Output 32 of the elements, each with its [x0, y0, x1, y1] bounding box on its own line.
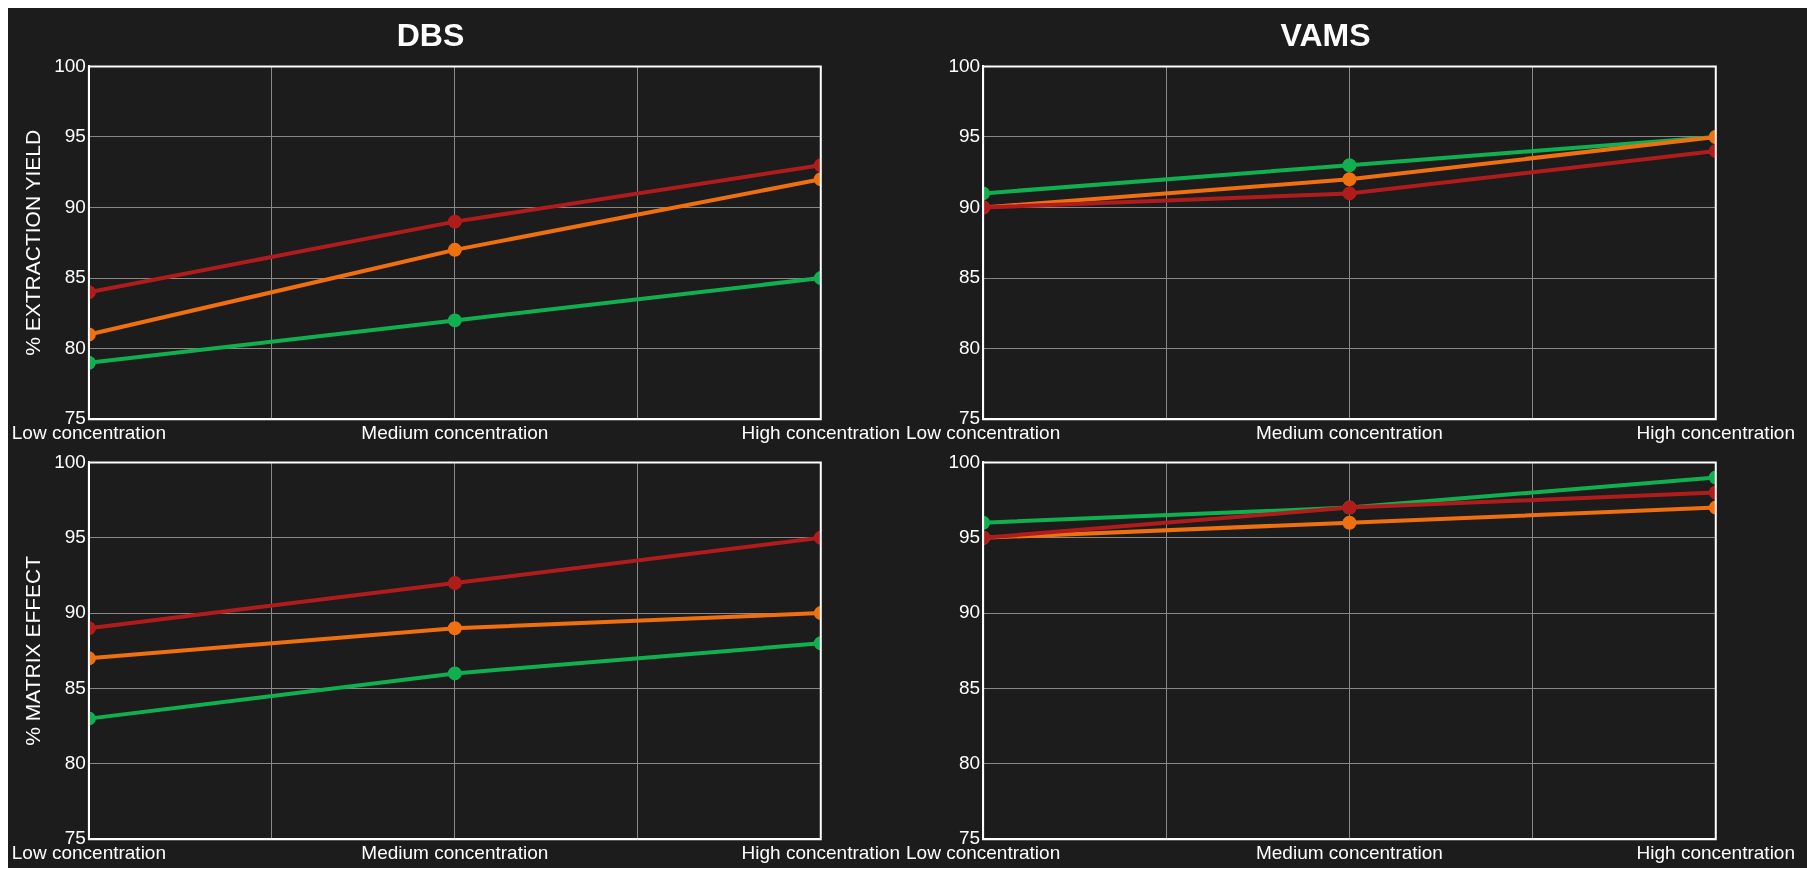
- y-tick-label: 85: [958, 676, 981, 698]
- x-tick-label: Medium concentration: [361, 421, 549, 443]
- x-tick-label: High concentration: [741, 421, 900, 443]
- y-tick-label: 90: [64, 601, 86, 623]
- x-tick-label: Medium concentration: [361, 841, 549, 863]
- y-tick-label: 90: [958, 195, 981, 217]
- x-tick-label: High concentration: [1636, 421, 1795, 443]
- y-tick-label: 100: [54, 450, 86, 472]
- x-tick-label: Medium concentration: [1255, 421, 1443, 443]
- y-tick-label: 80: [64, 752, 86, 774]
- y-axis-title: % MATRIX EFFECT: [21, 555, 45, 746]
- y-tick-label: 90: [64, 195, 86, 217]
- y-tick-label: 95: [64, 525, 86, 547]
- y-tick-label: 100: [948, 450, 981, 472]
- y-tick-label: 100: [948, 54, 981, 76]
- y-tick-label: 85: [64, 676, 86, 698]
- y-tick-label: 80: [958, 336, 981, 358]
- y-tick-label: 95: [64, 125, 86, 147]
- chart-title: DBS: [396, 17, 465, 54]
- y-tick-label: 80: [64, 336, 86, 358]
- x-tick-label: High concentration: [1636, 841, 1795, 863]
- y-axis-title: % EXTRACTION YIELD: [21, 129, 45, 356]
- y-tick-label: 100: [54, 54, 86, 76]
- y-tick-label: 95: [958, 525, 981, 547]
- y-tick-label: 85: [958, 266, 981, 288]
- y-tick-label: 80: [958, 752, 981, 774]
- y-tick-label: 90: [958, 601, 981, 623]
- y-tick-label: 85: [64, 266, 86, 288]
- chart-title: VAMS: [1280, 17, 1371, 54]
- y-tick-label: 95: [958, 125, 981, 147]
- x-tick-label: High concentration: [741, 841, 900, 863]
- x-tick-label: Medium concentration: [1255, 841, 1443, 863]
